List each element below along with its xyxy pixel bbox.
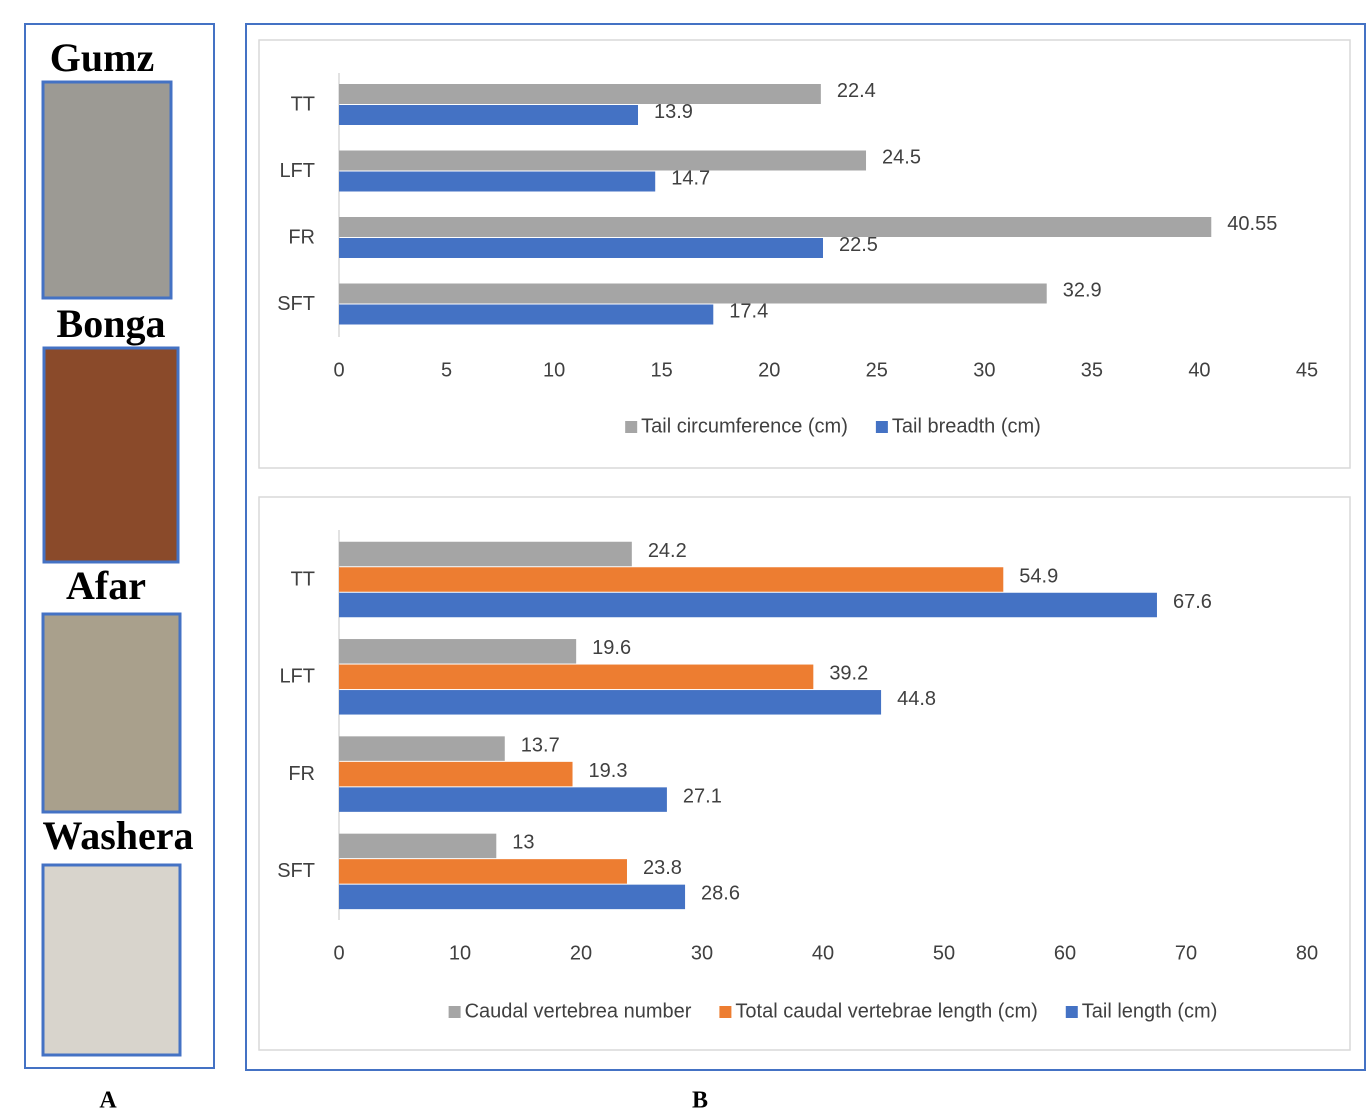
- value-label: 19.3: [589, 760, 628, 782]
- x-tick-label: 60: [1054, 942, 1076, 964]
- legend-swatch: [448, 1006, 461, 1018]
- x-tick-label: 20: [758, 359, 780, 381]
- bar: [339, 833, 497, 859]
- bar: [339, 664, 814, 690]
- animal-label: Washera: [42, 813, 193, 858]
- bar: [339, 639, 577, 664]
- bar: [339, 859, 627, 884]
- photo: [41, 863, 182, 1057]
- legend-label: Tail circumference (cm): [641, 415, 848, 437]
- bar: [339, 283, 1047, 304]
- value-label: 32.9: [1063, 279, 1102, 301]
- value-label: 19.6: [592, 637, 631, 659]
- value-label: 24.5: [882, 146, 921, 168]
- x-tick-label: 20: [570, 942, 592, 964]
- photo: [41, 80, 173, 300]
- x-tick-label: 50: [933, 942, 955, 964]
- value-label: 40.55: [1227, 213, 1277, 235]
- bar: [339, 150, 867, 171]
- x-tick-label: 40: [812, 942, 834, 964]
- legend-label: Caudal vertebrea number: [465, 1000, 692, 1022]
- panel-label: B: [692, 1088, 708, 1114]
- value-label: 44.8: [897, 688, 936, 710]
- bar: [339, 736, 505, 761]
- value-label: 17.4: [729, 300, 768, 322]
- x-tick-label: 30: [973, 359, 995, 381]
- x-tick-label: 70: [1175, 942, 1197, 964]
- bar: [339, 884, 686, 910]
- bar: [339, 105, 639, 125]
- bar: [339, 690, 882, 715]
- animal-label: Bonga: [57, 301, 166, 346]
- bar: [339, 761, 573, 787]
- bar: [339, 787, 667, 812]
- value-label: 22.5: [839, 234, 878, 256]
- bar: [339, 567, 1004, 592]
- y-tick-label: TT: [291, 568, 315, 590]
- legend-label: Total caudal vertebrae length (cm): [735, 1000, 1037, 1022]
- legend-swatch: [875, 421, 888, 433]
- y-tick-label: TT: [291, 93, 315, 115]
- x-tick-label: 0: [333, 359, 344, 381]
- y-tick-label: LFT: [279, 160, 315, 182]
- bar: [339, 541, 632, 567]
- value-label: 23.8: [643, 857, 682, 879]
- value-label: 39.2: [829, 663, 868, 685]
- legend-label: Tail breadth (cm): [892, 415, 1041, 437]
- value-label: 13.7: [521, 734, 560, 756]
- legend-swatch: [719, 1006, 732, 1018]
- x-tick-label: 45: [1296, 359, 1318, 381]
- photo: [42, 346, 180, 564]
- chart-frame: [258, 496, 1351, 1051]
- x-tick-label: 10: [449, 942, 471, 964]
- bar: [339, 592, 1157, 618]
- panel-label: A: [99, 1088, 117, 1114]
- x-tick-label: 0: [333, 942, 344, 964]
- x-tick-label: 5: [441, 359, 452, 381]
- panel-b-frame: [245, 23, 1366, 1071]
- bar: [339, 238, 823, 258]
- x-tick-label: 80: [1296, 942, 1318, 964]
- y-tick-label: FR: [288, 763, 315, 785]
- value-label: 67.6: [1173, 591, 1212, 613]
- value-label: 13.9: [654, 101, 693, 123]
- value-label: 28.6: [701, 883, 740, 905]
- bar: [339, 171, 656, 192]
- y-tick-label: SFT: [277, 860, 315, 882]
- bar: [339, 304, 714, 325]
- bar: [339, 84, 821, 104]
- y-tick-label: LFT: [279, 666, 315, 688]
- value-label: 14.7: [671, 167, 710, 189]
- x-tick-label: 30: [691, 942, 713, 964]
- y-tick-label: SFT: [277, 293, 315, 315]
- value-label: 27.1: [683, 785, 722, 807]
- legend-swatch: [1065, 1006, 1078, 1018]
- y-tick-label: FR: [288, 226, 315, 248]
- x-tick-label: 15: [651, 359, 673, 381]
- x-tick-label: 25: [866, 359, 888, 381]
- legend-swatch: [625, 421, 638, 433]
- bar: [339, 217, 1212, 237]
- animal-label: Afar: [66, 563, 146, 608]
- x-tick-label: 35: [1081, 359, 1103, 381]
- panel-a-frame: [24, 23, 215, 1069]
- legend-label: Tail length (cm): [1082, 1000, 1218, 1022]
- photo: [41, 612, 182, 814]
- x-tick-label: 40: [1188, 359, 1210, 381]
- animal-label: Gumz: [50, 35, 154, 80]
- value-label: 54.9: [1019, 565, 1058, 587]
- x-tick-label: 10: [543, 359, 565, 381]
- chart-frame: [258, 39, 1351, 469]
- value-label: 13: [512, 832, 534, 854]
- value-label: 22.4: [837, 80, 876, 102]
- value-label: 24.2: [648, 540, 687, 562]
